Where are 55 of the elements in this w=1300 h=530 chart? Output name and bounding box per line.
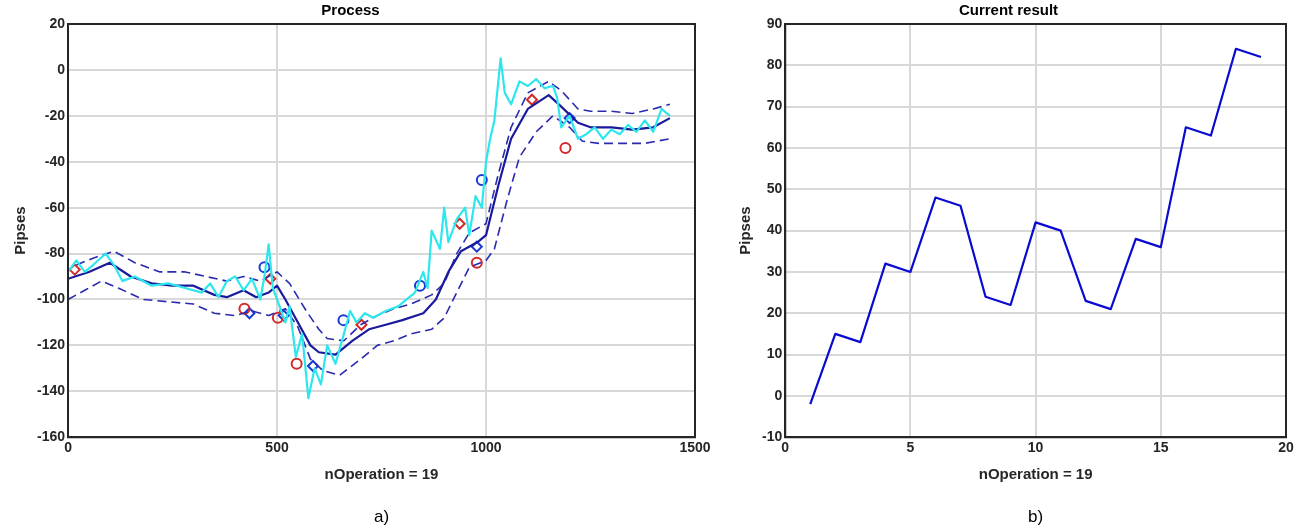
- point: [413, 279, 426, 292]
- point: [68, 263, 81, 276]
- x-tick-label: 10: [1027, 439, 1044, 456]
- chart-title: Current result: [958, 1, 1059, 19]
- y-tick-label: 70: [766, 97, 783, 114]
- point: [470, 240, 483, 253]
- y-tick-label: -80: [44, 244, 66, 261]
- point: [525, 93, 538, 106]
- y-tick-label: 30: [766, 262, 783, 279]
- point: [290, 357, 303, 370]
- point: [243, 307, 256, 320]
- point: [258, 261, 271, 274]
- y-tick-label: 20: [766, 304, 783, 321]
- x-axis-title: nOperation = 19: [978, 465, 1093, 483]
- y-tick-label: -60: [44, 198, 66, 215]
- point: [264, 272, 277, 285]
- y-tick-label: 90: [766, 14, 783, 31]
- y-tick-label: -120: [36, 336, 66, 353]
- point: [238, 302, 251, 315]
- x-tick-label: 1500: [679, 439, 711, 456]
- x-tick-label: 1000: [470, 439, 502, 456]
- point: [559, 141, 572, 154]
- point: [563, 112, 576, 125]
- y-tick-label: -20: [44, 106, 66, 123]
- text: a): [373, 507, 390, 527]
- y-tick-label: -140: [36, 382, 66, 399]
- x-tick-label: 500: [265, 439, 289, 456]
- point: [475, 174, 488, 187]
- x-tick-label: 5: [906, 439, 915, 456]
- point: [277, 309, 290, 322]
- y-tick-label: 80: [766, 56, 783, 73]
- y-tick-label: -160: [36, 428, 66, 445]
- y-tick-label: 0: [57, 60, 66, 77]
- y-tick-label: -100: [36, 290, 66, 307]
- y-tick-label: 10: [766, 345, 783, 362]
- y-tick-label: 60: [766, 138, 783, 155]
- y-tick-label: 40: [766, 221, 783, 238]
- point: [470, 256, 483, 269]
- point: [306, 360, 319, 373]
- y-tick-label: -10: [762, 428, 783, 445]
- y-tick-label: 0: [774, 386, 783, 403]
- y-tick-label: -40: [44, 152, 66, 169]
- x-tick-label: 15: [1153, 439, 1169, 456]
- point: [271, 311, 284, 324]
- chart-title: Process: [321, 1, 380, 19]
- point: [337, 314, 350, 327]
- x-tick-label: 20: [1278, 439, 1294, 456]
- y-tick-label: 20: [49, 14, 66, 31]
- point: [453, 217, 466, 230]
- y-axis-title: Pipses: [736, 206, 754, 255]
- text: b): [1028, 507, 1044, 527]
- point: [355, 318, 368, 331]
- y-axis-title: Pipses: [11, 206, 29, 255]
- y-tick-label: 50: [766, 180, 783, 197]
- x-axis-title: nOperation = 19: [324, 465, 439, 483]
